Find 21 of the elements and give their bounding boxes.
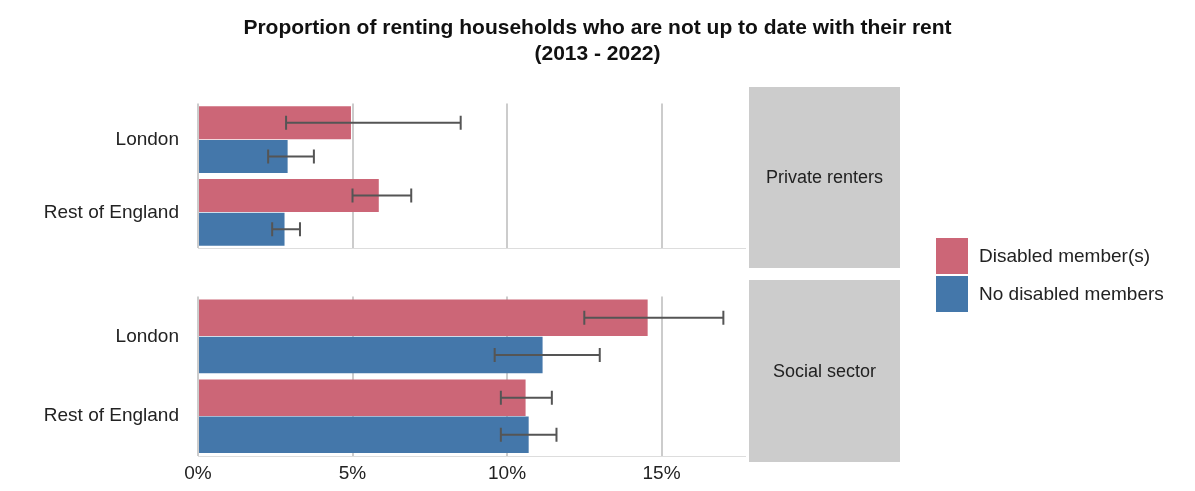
- bar: [199, 106, 351, 140]
- y-tick-label: Rest of England: [43, 404, 179, 426]
- y-tick-label: London: [115, 127, 179, 149]
- bar: [199, 140, 288, 174]
- chart-title: Proportion of renting households who are not up to date with their rent (2013 - 2022): [242, 14, 953, 66]
- bar: [199, 416, 529, 454]
- bar: [199, 299, 648, 336]
- x-tick-label: 15%: [642, 461, 681, 483]
- text: Private renters: [749, 87, 900, 268]
- text: Social sector: [749, 280, 900, 462]
- legend-label: Disabled member(s): [979, 245, 1151, 267]
- bar: [199, 178, 379, 212]
- bar: [199, 336, 543, 374]
- legend-label: No disabled members: [979, 283, 1164, 305]
- y-tick-label: London: [115, 324, 179, 346]
- bar: [199, 379, 526, 416]
- bar: [199, 212, 285, 246]
- x-tick-label: 0%: [184, 461, 212, 483]
- y-tick-label: Rest of England: [43, 200, 179, 222]
- x-tick-label: 5%: [338, 461, 367, 483]
- x-tick-label: 10%: [488, 461, 527, 483]
